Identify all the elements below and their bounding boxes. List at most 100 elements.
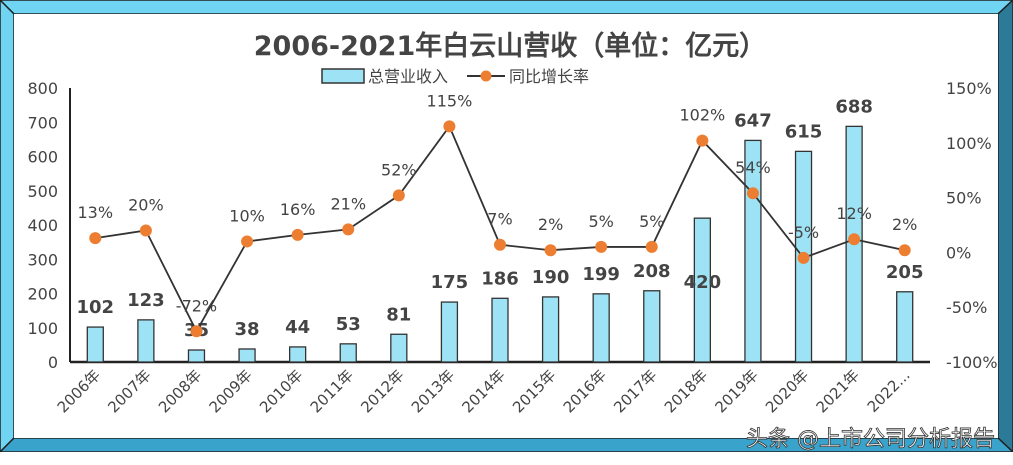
growth-value-label: 5% bbox=[639, 212, 664, 231]
growth-point bbox=[544, 244, 557, 257]
bar bbox=[440, 301, 459, 363]
y-left-tick-label: 400 bbox=[27, 216, 58, 235]
x-tick-label: 2006年 bbox=[54, 366, 104, 416]
y-right-tick-label: -50% bbox=[946, 298, 987, 317]
y-left-tick-label: 300 bbox=[27, 250, 58, 269]
bar-value-label: 44 bbox=[285, 317, 310, 338]
bar-value-label: 186 bbox=[481, 268, 519, 289]
legend-line-marker bbox=[480, 70, 492, 82]
bar bbox=[643, 290, 661, 363]
growth-value-label: 20% bbox=[128, 195, 164, 214]
bar bbox=[288, 346, 307, 363]
bar-value-label: 53 bbox=[336, 314, 361, 335]
growth-value-label: 52% bbox=[381, 160, 417, 179]
legend-bar-swatch bbox=[321, 68, 365, 84]
y-right-tick-label: 0% bbox=[946, 243, 971, 262]
x-tick-label: 2011年 bbox=[307, 366, 357, 416]
y-right-tick-label: 50% bbox=[946, 189, 982, 208]
x-tick-label: 2008年 bbox=[155, 366, 205, 416]
growth-value-label: 2% bbox=[538, 215, 563, 234]
growth-value-label: 2% bbox=[892, 215, 917, 234]
bar bbox=[238, 348, 256, 363]
growth-value-label: 21% bbox=[330, 194, 366, 213]
bar-value-label: 199 bbox=[582, 264, 620, 285]
growth-point bbox=[746, 187, 759, 200]
growth-point bbox=[898, 244, 911, 257]
legend-bar-label: 总营业收入 bbox=[368, 67, 448, 86]
y-left-tick-label: 200 bbox=[27, 285, 58, 304]
bar bbox=[896, 291, 914, 363]
growth-value-label: 115% bbox=[427, 91, 473, 110]
growth-point bbox=[241, 235, 254, 248]
growth-value-label: 12% bbox=[836, 204, 872, 223]
bar-value-label: 420 bbox=[684, 272, 722, 293]
bar bbox=[592, 293, 610, 363]
growth-value-label: 5% bbox=[588, 212, 613, 231]
growth-point bbox=[139, 224, 152, 237]
bar-value-label: 615 bbox=[785, 121, 823, 142]
x-tick-label: 2014年 bbox=[458, 366, 508, 416]
y-left-tick-label: 500 bbox=[27, 182, 58, 201]
bar-value-label: 175 bbox=[431, 272, 469, 293]
bar-value-label: 38 bbox=[235, 319, 260, 340]
bar-value-label: 208 bbox=[633, 261, 671, 282]
growth-value-label: 102% bbox=[679, 106, 725, 125]
legend: 总营业收入 同比增长率 bbox=[321, 67, 589, 86]
x-tick-label: 2009年 bbox=[206, 366, 256, 416]
bar-value-label: 205 bbox=[886, 262, 924, 283]
x-tick-label: 2022... bbox=[864, 366, 914, 416]
growth-point bbox=[342, 223, 355, 236]
x-tick-label: 2020年 bbox=[762, 366, 812, 416]
chart: 2006-2021年白云山营收（单位：亿元） 总营业收入 同比增长率 0 100 2… bbox=[27, 30, 998, 452]
growth-point bbox=[645, 240, 658, 253]
chart-title: 2006-2021年白云山营收（单位：亿元） bbox=[254, 30, 767, 62]
growth-point bbox=[595, 240, 608, 253]
growth-point bbox=[392, 189, 405, 202]
y-right-tick-label: 150% bbox=[946, 79, 992, 98]
growth-point bbox=[696, 134, 709, 147]
bar-value-label: 647 bbox=[734, 110, 772, 131]
x-tick-label: 2016年 bbox=[560, 366, 610, 416]
growth-value-label: -72% bbox=[176, 296, 217, 315]
growth-value-label: 13% bbox=[78, 203, 114, 222]
bar-value-label: 688 bbox=[835, 96, 873, 117]
growth-point bbox=[797, 251, 810, 264]
y-left-tick-label: 600 bbox=[27, 148, 58, 167]
y-left-tick-label: 700 bbox=[27, 113, 58, 132]
y-left-tick-label: 100 bbox=[27, 319, 58, 338]
y-right-tick-label: 100% bbox=[946, 134, 992, 153]
x-tick-label: 2012年 bbox=[357, 366, 407, 416]
growth-point bbox=[190, 325, 203, 338]
y-left-tick-label: 800 bbox=[27, 79, 58, 98]
growth-value-label: 7% bbox=[487, 210, 512, 229]
bar bbox=[339, 343, 357, 363]
y-right-tick-label: -100% bbox=[946, 353, 998, 372]
growth-point bbox=[494, 238, 506, 251]
growth-value-label: 54% bbox=[735, 158, 771, 177]
x-tick-label: 2007年 bbox=[104, 366, 154, 416]
x-tick-label: 2015年 bbox=[509, 366, 559, 416]
x-tick-label: 2010年 bbox=[256, 366, 306, 416]
y-left-tick-label: 0 bbox=[48, 353, 58, 372]
watermark: 头条 @上市公司分析报告 bbox=[746, 427, 995, 452]
bar-value-label: 123 bbox=[127, 290, 165, 311]
growth-point bbox=[848, 233, 861, 246]
bar-value-label: 190 bbox=[532, 267, 570, 288]
growth-value-label: 16% bbox=[280, 200, 316, 219]
growth-point bbox=[291, 228, 304, 241]
x-tick-label: 2021年 bbox=[813, 366, 863, 416]
bar bbox=[491, 297, 509, 363]
growth-value-label: -5% bbox=[788, 223, 819, 242]
bar bbox=[137, 319, 155, 363]
bar bbox=[390, 333, 408, 363]
growth-value-label: 10% bbox=[229, 206, 265, 225]
growth-point bbox=[89, 232, 102, 245]
bar bbox=[86, 326, 104, 363]
bar-value-label: 81 bbox=[386, 304, 411, 325]
chart-frame bbox=[0, 0, 1013, 452]
legend-line-label: 同比增长率 bbox=[509, 67, 589, 86]
x-tick-label: 2017年 bbox=[610, 366, 660, 416]
x-tick-label: 2013年 bbox=[408, 366, 458, 416]
bar bbox=[187, 349, 206, 363]
bar-value-label: 102 bbox=[77, 297, 115, 318]
